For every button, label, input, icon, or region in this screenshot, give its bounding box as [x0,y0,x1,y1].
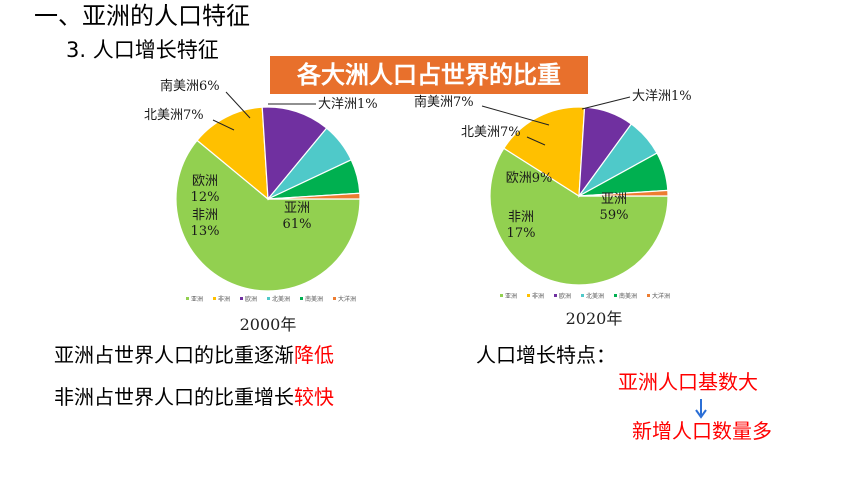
statement-africa: 非洲占世界人口的比重增长较快 [54,384,334,410]
legend-label-south-america-2000: 南美洲 [305,295,323,303]
slice-label-north-america-2000: 北美洲7% [144,108,204,123]
legend-swatch-oceania-2000 [333,297,336,300]
slide-heading: 一、亚洲的人口特征 [34,2,250,30]
pie-slice-oceania-2020 [578,189,669,197]
slide-subheading: 3. 人口增长特征 [66,38,219,62]
legend-swatch-africa-2000 [213,297,216,300]
legend-swatch-asia-2000 [186,297,189,300]
chart-year-label-2020: 2020年 [566,309,623,328]
statement-africa-text: 非洲占世界人口的比重增长 [54,385,294,409]
pie-slice-africa-2000 [196,106,269,201]
slice-label-north-america-2020: 北美洲7% [461,125,521,140]
chart-banner-title: 各大洲人口占世界的比重 [270,56,588,94]
legend-label-north-america-2020: 北美洲 [586,292,604,300]
leader-line-north-america-2020 [526,136,546,146]
slice-label-europe-2020: 欧洲9% [506,171,553,186]
slice-label-oceania-2020: 大洋洲1% [632,89,692,104]
slice-label-europe-2000: 欧洲 12% [191,174,220,205]
leader-line-south-america-2000 [225,91,251,119]
legend-label-africa-2000: 非洲 [218,295,230,303]
legend-label-north-america-2000: 北美洲 [272,295,290,303]
pie-slice-asia-2020 [489,147,669,286]
legend-label-europe-2000: 欧洲 [245,295,257,303]
legend-label-south-america-2020: 南美洲 [619,292,637,300]
legend-swatch-oceania-2020 [647,294,650,297]
trait-item-base-large: 亚洲人口基数大 [618,370,758,394]
chart-year-label-2000: 2000年 [240,315,297,334]
leader-line-north-america-2000 [212,119,235,131]
statement-africa-highlight: 较快 [294,385,334,409]
legend-swatch-south-america-2000 [300,297,303,300]
arrow-down-icon [695,399,707,419]
legend-label-africa-2020: 非洲 [532,292,544,300]
legend-swatch-europe-2000 [240,297,243,300]
legend-swatch-asia-2020 [500,294,503,297]
legend-swatch-south-america-2020 [614,294,617,297]
legend-swatch-africa-2020 [527,294,530,297]
trait-item-increase-many: 新增人口数量多 [632,419,772,443]
legend-swatch-europe-2020 [554,294,557,297]
slice-label-africa-2020: 非洲 17% [507,210,536,241]
legend-label-europe-2020: 欧洲 [559,292,571,300]
statement-asia-highlight: 降低 [294,343,334,367]
pie-slice-europe-2000 [261,106,328,201]
statement-asia: 亚洲占世界人口的比重逐渐降低 [54,342,334,368]
slice-label-africa-2000: 非洲 13% [191,208,220,239]
traits-title: 人口增长特点： [476,343,616,367]
legend-swatch-north-america-2000 [267,297,270,300]
legend-label-asia-2020: 亚洲 [505,293,517,300]
slice-label-asia-2000: 亚洲 61% [283,201,312,232]
slice-label-south-america-2000: 南美洲6% [160,78,220,94]
pie-slice-oceania-2000 [267,192,361,200]
leader-line-south-america-2020 [481,105,550,126]
slice-label-asia-2020: 亚洲 59% [600,192,629,223]
pie-slice-asia-2000 [175,139,361,292]
legend-label-oceania-2020: 大洋洲 [652,292,670,300]
legend-swatch-north-america-2020 [581,294,584,297]
slice-label-south-america-2020: 南美洲7% [414,94,474,110]
slice-label-oceania-2000: 大洋洲1% [318,97,378,112]
pie-slice-africa-2020 [503,106,586,198]
legend-label-oceania-2000: 大洋洲 [338,295,356,303]
leader-line-oceania-2020 [581,96,631,110]
statement-asia-text: 亚洲占世界人口的比重逐渐 [54,343,294,367]
legend-label-asia-2000: 亚洲 [191,296,203,303]
